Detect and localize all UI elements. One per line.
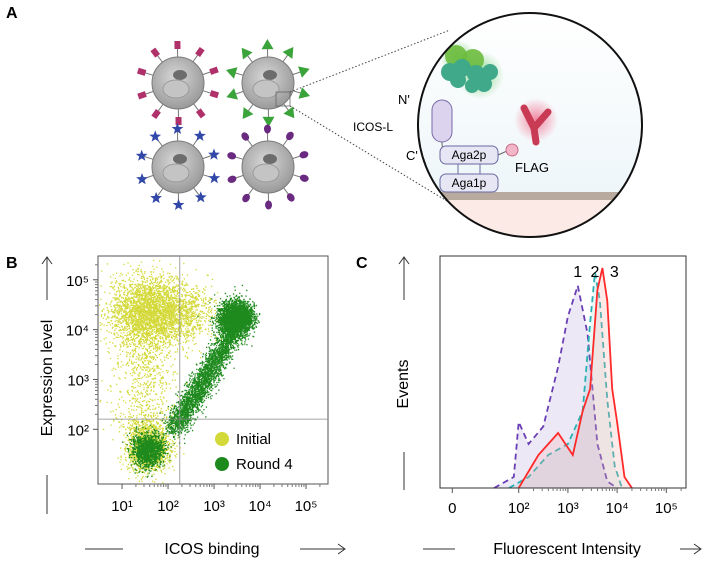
legend-round4-swatch	[215, 457, 229, 471]
scatter-y-ticks: 10² 10³ 10⁴ 10⁵	[66, 264, 98, 439]
panel-c-letter: C	[356, 255, 368, 272]
panel-b-letter: B	[6, 255, 18, 272]
scatter-y-tick-label: 10⁵	[66, 273, 89, 290]
curve-2-label: 2	[591, 264, 600, 281]
c-ylabel-arrowhead	[398, 256, 410, 265]
scatter-series-initial	[99, 259, 239, 484]
histogram-curve-3	[517, 267, 633, 489]
n-terminus-label: N'	[398, 92, 410, 107]
aga1p-box	[439, 173, 499, 193]
flag-tag	[505, 143, 519, 157]
scatter-x-tick-label: 10¹	[111, 498, 133, 515]
curve-1-label: 1	[573, 264, 582, 281]
histogram-x-ticks: 0 10² 10³ 10⁴ 10⁵	[448, 488, 682, 517]
scatter-x-tick-label: 10²	[157, 498, 179, 515]
cell-green	[225, 39, 311, 127]
scatter-x-tick-label: 10³	[203, 498, 225, 515]
scatter-frame	[97, 255, 329, 485]
scatter-x-tick-label: 10⁴	[248, 498, 271, 515]
aga2p-label: Aga2p	[452, 148, 487, 162]
b-xlabel-arrowhead	[337, 543, 346, 555]
cell-blue	[135, 122, 221, 210]
histogram-x-tick-label: 0	[448, 500, 456, 517]
scatter-x-ticks: 10¹ 10² 10³ 10⁴ 10⁵	[111, 484, 321, 515]
zoom-line-bottom	[289, 105, 471, 216]
zoom-line-top	[289, 29, 451, 93]
aga1p-label: Aga1p	[452, 176, 487, 190]
histogram-curve-1	[493, 282, 618, 489]
zoom-box	[275, 91, 291, 107]
histogram	[493, 267, 633, 489]
legend-round4-label: Round 4	[236, 456, 293, 473]
histogram-fill-3	[518, 268, 632, 488]
magnified-circle	[417, 12, 643, 238]
scatter-x-tick-label: 10⁵	[295, 498, 318, 515]
flag-label: FLAG	[515, 160, 549, 175]
panel-a-letter: A	[6, 5, 18, 22]
scatter-plot: 10¹ 10² 10³ 10⁴ 10⁵ 10² 10³ 10⁴ 10⁵ Initial Rou…	[66, 255, 329, 515]
scatter-y-tick-label: 10⁴	[66, 323, 89, 340]
c-terminus-label: C'	[406, 148, 418, 163]
scatter-y-tick-label: 10²	[67, 422, 89, 439]
histogram-fill-2	[508, 272, 623, 488]
cell-magenta	[136, 40, 220, 126]
scatter-series-round4	[122, 284, 261, 478]
c-xlabel-arrowhead	[693, 543, 702, 555]
histogram-ylabel: Events	[395, 360, 412, 409]
histogram-x-tick-label: 10³	[557, 500, 579, 517]
histogram-xlabel: Fluorescent Intensity	[493, 541, 641, 558]
histogram-curve-2	[508, 272, 623, 489]
legend-initial-label: Initial	[236, 431, 271, 448]
icos-l-domain	[431, 99, 453, 143]
curve-3-label: 3	[610, 264, 619, 281]
scatter-ylabel: Expression level	[39, 320, 56, 437]
b-ylabel-arrowhead	[41, 256, 53, 265]
scatter-xlabel: ICOS binding	[164, 541, 259, 558]
scatter-points	[99, 259, 261, 484]
scatter-y-tick-label: 10³	[67, 372, 89, 389]
histogram-x-tick-label: 10⁵	[655, 500, 678, 517]
histogram-x-tick-label: 10²	[508, 500, 530, 517]
icos-l-label: ICOS-L	[353, 120, 393, 134]
yeast-cells	[135, 39, 311, 210]
histogram-x-tick-label: 10⁴	[606, 500, 629, 517]
legend-initial-swatch	[215, 432, 229, 446]
cell-purple	[227, 124, 309, 210]
